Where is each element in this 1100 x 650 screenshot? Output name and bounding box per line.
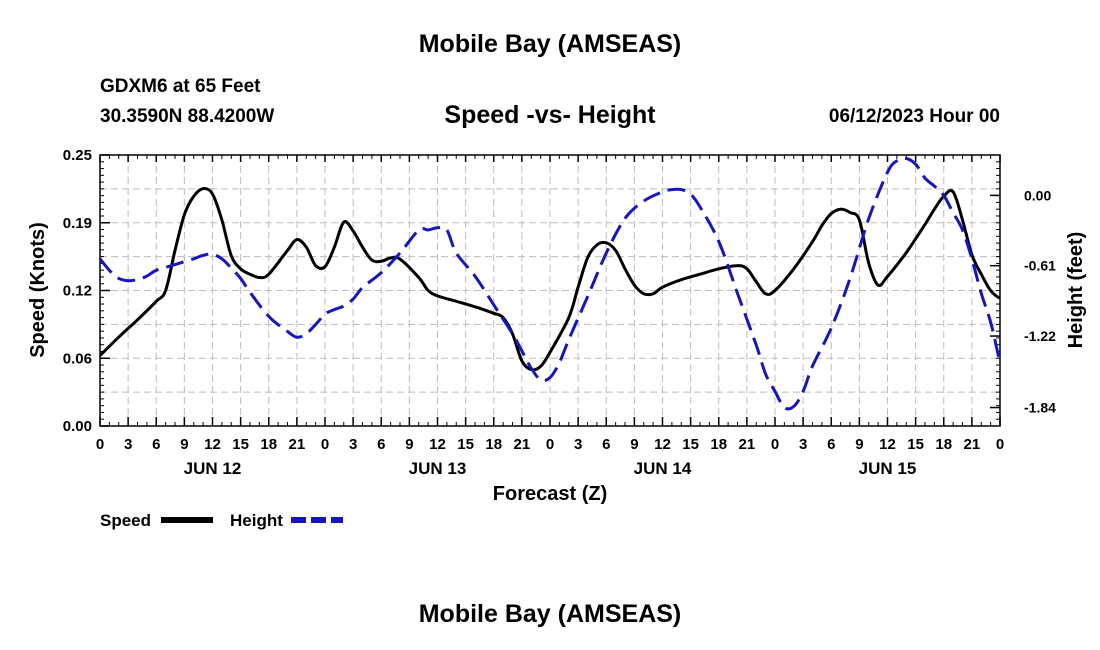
x-tick-label: 21 xyxy=(289,436,306,453)
y2-tick-label: 0.00 xyxy=(1024,187,1051,203)
y2-tick-label: -1.84 xyxy=(1024,400,1056,416)
station-label: GDXM6 at 65 Feet xyxy=(100,76,261,97)
x-tick-label: 15 xyxy=(457,436,474,453)
forecast-datetime: 06/12/2023 Hour 00 xyxy=(828,106,1000,127)
y-tick-label: 0.25 xyxy=(63,147,92,164)
legend: Speed Height xyxy=(100,511,343,530)
legend-label-height: Height xyxy=(230,511,283,530)
x-tick-label: 9 xyxy=(180,436,188,453)
x-tick-label: 0 xyxy=(771,436,779,453)
x-tick-label: 0 xyxy=(996,436,1004,453)
x-tick-label: 18 xyxy=(710,436,727,453)
x-tick-label: 12 xyxy=(204,436,221,453)
date-label: JUN 12 xyxy=(184,459,242,478)
x-tick-label: 15 xyxy=(232,436,249,453)
x-tick-label: 21 xyxy=(739,436,756,453)
x-tick-label: 6 xyxy=(152,436,160,453)
y-tick-label: 0.19 xyxy=(63,215,92,232)
x-tick-label: 18 xyxy=(935,436,952,453)
axis-label-layer: Speed (Knots) Height (feet) Forecast (Z) xyxy=(27,222,1087,505)
x-tick-label: 9 xyxy=(405,436,413,453)
x-axis-title: Forecast (Z) xyxy=(493,483,607,505)
station-coordinates: 30.3590N 88.4200W xyxy=(100,106,275,127)
chart-subtitle: Speed -vs- Height xyxy=(444,101,656,129)
x-tick-label: 3 xyxy=(799,436,807,453)
x-tick-label: 21 xyxy=(964,436,981,453)
x-tick-label: 15 xyxy=(907,436,924,453)
x-tick-label: 12 xyxy=(879,436,896,453)
y2-tick-label: -1.22 xyxy=(1024,328,1056,344)
y-tick-label: 0.12 xyxy=(63,283,92,300)
x-tick-label: 12 xyxy=(429,436,446,453)
x-tick-label: 0 xyxy=(546,436,554,453)
footer-title: Mobile Bay (AMSEAS) xyxy=(418,600,682,628)
y-tick-label: 0.00 xyxy=(63,418,92,435)
y2-tick-label: -0.61 xyxy=(1024,258,1056,274)
x-tick-label: 0 xyxy=(321,436,329,453)
x-tick-label: 9 xyxy=(855,436,863,453)
x-tick-label: 18 xyxy=(260,436,277,453)
x-tick-label: 3 xyxy=(574,436,582,453)
x-tick-label: 6 xyxy=(377,436,385,453)
date-label: JUN 14 xyxy=(634,459,692,478)
series-line-height xyxy=(100,156,1000,411)
x-tick-label: 9 xyxy=(630,436,638,453)
legend-label-speed: Speed xyxy=(100,511,151,530)
x-tick-label: 6 xyxy=(827,436,835,453)
x-tick-label: 3 xyxy=(124,436,132,453)
chart-main-title: Mobile Bay (AMSEAS) xyxy=(418,30,682,58)
x-tick-label: 21 xyxy=(514,436,531,453)
x-tick-label: 0 xyxy=(96,436,104,453)
x-tick-label: 12 xyxy=(654,436,671,453)
date-label: JUN 15 xyxy=(859,459,917,478)
y-axis-title: Speed (Knots) xyxy=(27,222,49,358)
x-tick-label: 6 xyxy=(602,436,610,453)
x-tick-label: 3 xyxy=(349,436,357,453)
y-tick-label: 0.06 xyxy=(63,350,92,367)
date-label: JUN 13 xyxy=(409,459,467,478)
x-tick-label: 18 xyxy=(485,436,502,453)
series-layer xyxy=(100,156,1000,411)
tick-layer: 0 3 6 9 12 15 18 21 0 3 6 9 12 15 18 21 0 3 6 9 12 15 18 21 0 3 6 9… xyxy=(63,147,1056,478)
series-line-speed xyxy=(100,187,1000,372)
x-tick-label: 15 xyxy=(682,436,699,453)
grid-layer xyxy=(100,155,1000,426)
y2-axis-title: Height (feet) xyxy=(1065,232,1087,349)
